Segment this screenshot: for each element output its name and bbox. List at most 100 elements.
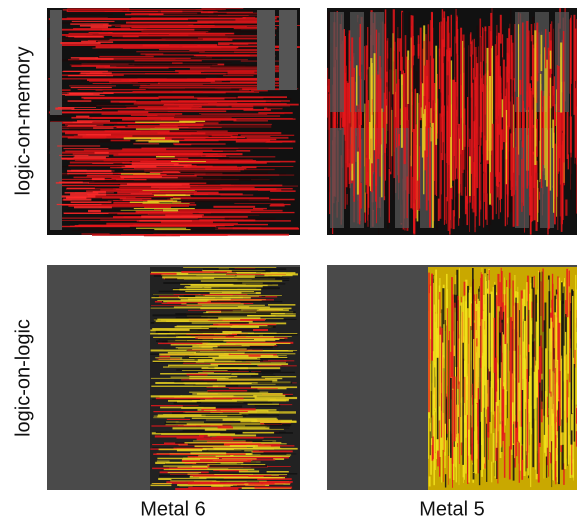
wire <box>246 284 272 285</box>
wire <box>527 107 528 135</box>
wire <box>136 129 179 130</box>
wire <box>63 148 108 149</box>
wire <box>78 134 111 136</box>
wire <box>188 299 231 300</box>
wire <box>537 398 538 474</box>
wire <box>150 273 176 275</box>
wire <box>442 63 444 142</box>
wire <box>482 154 483 192</box>
wire <box>474 121 476 196</box>
wire <box>492 124 494 220</box>
wire <box>469 156 471 196</box>
wire <box>542 272 543 410</box>
wire <box>236 272 256 273</box>
wire <box>162 341 223 343</box>
layout-panels <box>47 8 577 490</box>
wire <box>531 41 532 76</box>
wire <box>391 9 392 107</box>
wire <box>480 164 481 210</box>
wire <box>218 427 233 429</box>
wire <box>249 355 261 357</box>
wire <box>387 38 388 58</box>
wire <box>396 84 397 148</box>
wire <box>556 89 557 216</box>
wire <box>506 110 507 159</box>
wire <box>524 334 525 461</box>
wire <box>431 274 433 361</box>
wire <box>407 177 408 219</box>
wire <box>59 155 88 156</box>
wire <box>571 414 573 430</box>
wire <box>530 283 531 368</box>
wire <box>553 371 554 428</box>
wire <box>364 46 365 80</box>
wire <box>121 173 160 174</box>
wire <box>177 326 233 328</box>
wire <box>450 378 452 458</box>
wire <box>161 100 266 102</box>
wire <box>508 28 510 127</box>
wire <box>151 305 202 306</box>
wire <box>225 218 276 220</box>
wire <box>464 403 465 480</box>
wire <box>141 53 164 54</box>
wire <box>541 281 542 316</box>
wire <box>220 98 291 100</box>
wire <box>60 42 100 44</box>
wire <box>394 71 395 152</box>
wire <box>143 190 195 191</box>
wire <box>181 407 216 409</box>
wire <box>124 137 165 139</box>
macro <box>50 10 62 115</box>
wire <box>209 465 267 467</box>
wire <box>59 182 83 184</box>
wire <box>268 276 282 278</box>
wire <box>63 122 82 123</box>
wire <box>133 91 203 93</box>
wire <box>158 343 208 344</box>
wire <box>74 157 106 159</box>
wire <box>206 344 235 345</box>
wire <box>540 141 541 182</box>
wire <box>455 197 456 224</box>
wire <box>564 287 565 346</box>
wire <box>367 27 368 69</box>
wire <box>356 65 358 105</box>
wire <box>260 358 288 359</box>
wire <box>432 123 434 228</box>
wire <box>450 137 451 188</box>
wire <box>552 409 553 426</box>
wire <box>507 38 509 82</box>
wire <box>111 101 137 103</box>
wire <box>187 374 208 376</box>
wire <box>74 206 112 208</box>
wire <box>208 12 253 13</box>
wire <box>489 313 491 372</box>
wire <box>201 8 243 9</box>
wire <box>270 204 290 205</box>
wire <box>557 65 558 197</box>
wire <box>518 383 520 442</box>
wire <box>459 139 460 219</box>
wire <box>189 357 287 358</box>
wire <box>253 451 293 453</box>
wire <box>151 386 218 387</box>
wire <box>554 359 555 464</box>
wire <box>454 377 456 442</box>
wire <box>246 168 292 169</box>
wire <box>264 274 292 276</box>
wire <box>251 90 268 91</box>
wire <box>187 350 262 351</box>
wire <box>234 420 292 421</box>
wire <box>415 88 416 123</box>
wire <box>177 437 264 438</box>
wire <box>180 143 232 144</box>
wire <box>476 63 478 188</box>
wire <box>404 73 406 164</box>
wire <box>215 24 264 25</box>
wire <box>168 365 218 367</box>
wire <box>151 425 231 426</box>
wire <box>238 96 287 98</box>
wire <box>205 429 226 431</box>
wire <box>123 169 244 170</box>
